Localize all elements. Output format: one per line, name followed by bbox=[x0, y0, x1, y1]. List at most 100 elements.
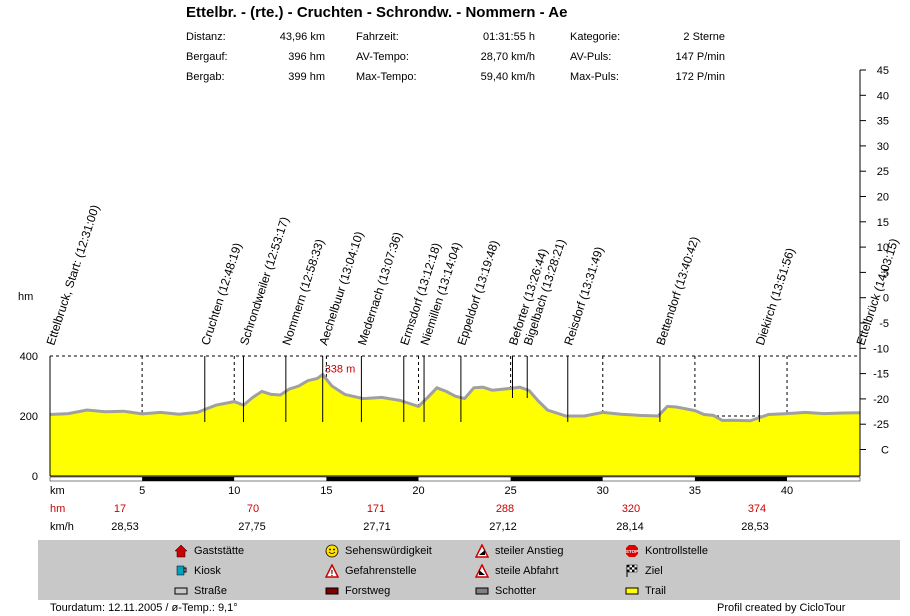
kmh-value: 27,71 bbox=[363, 521, 391, 533]
legend-item-kiosk: Kiosk bbox=[174, 564, 221, 578]
right-tick-label: 20 bbox=[877, 192, 889, 204]
legend-item-forstweg: Forstweg bbox=[325, 584, 390, 598]
right-tick-label: 5 bbox=[883, 267, 889, 279]
legend-item-sehenswuerdigkeit: Sehenswürdigkeit bbox=[325, 544, 432, 558]
stat-label-avg-speed: AV-Tempo: bbox=[356, 51, 409, 63]
legend-label: steile Abfahrt bbox=[495, 565, 559, 577]
right-tick-label: 40 bbox=[877, 90, 889, 102]
legend-item-ziel: Ziel bbox=[625, 564, 663, 578]
stat-label-climb: Bergauf: bbox=[186, 51, 228, 63]
stat-value-time: 01:31:55 h bbox=[483, 31, 535, 43]
kmh-value: 28,53 bbox=[111, 521, 139, 533]
surface-segment bbox=[418, 477, 511, 481]
x-tick-label: 25 bbox=[505, 485, 517, 497]
stat-label-distance: Distanz: bbox=[186, 31, 226, 43]
right-tick-label: -10 bbox=[873, 343, 889, 355]
stat-label-max-speed: Max-Tempo: bbox=[356, 71, 417, 83]
finish-flag-icon bbox=[626, 564, 638, 577]
kmh-value: 27,75 bbox=[238, 521, 266, 533]
svg-text:STOP: STOP bbox=[626, 549, 638, 554]
footer-credit: Profil created by CicloTour bbox=[717, 602, 846, 614]
road-swatch-icon bbox=[174, 587, 188, 595]
stop-sign-icon: STOP bbox=[626, 545, 638, 557]
legend-label: steiler Anstieg bbox=[495, 545, 564, 557]
waypoint-label: Ettelbruck, Start: (12:31:00) bbox=[44, 203, 103, 347]
warning-icon: ! bbox=[325, 564, 339, 578]
surface-segment bbox=[142, 477, 235, 481]
steep-descent-icon bbox=[475, 564, 489, 578]
stat-value-descent: 399 hm bbox=[288, 71, 325, 83]
stat-value-avg-speed: 28,70 km/h bbox=[480, 51, 535, 63]
kmh-value: 28,14 bbox=[616, 521, 644, 533]
hm-value: 320 bbox=[622, 503, 640, 515]
waypoint-label: Eppeldorf (13:19:48) bbox=[454, 239, 501, 347]
right-tick-label: 15 bbox=[877, 217, 889, 229]
legend-label: Gefahrenstelle bbox=[345, 565, 417, 577]
smiley-icon bbox=[325, 544, 339, 558]
right-tick-label: -5 bbox=[879, 318, 889, 330]
surface-segment bbox=[234, 477, 327, 481]
hm-value: 288 bbox=[496, 503, 514, 515]
max-elevation-label: 338 m bbox=[325, 364, 356, 376]
surface-bar bbox=[49, 476, 861, 482]
hm-value: 17 bbox=[114, 503, 126, 515]
stat-value-max-pulse: 172 P/min bbox=[675, 71, 725, 83]
elevation-profile-chart: hm 338 m Ettelbruck, Start: (12:31:00) Cr… bbox=[18, 65, 901, 533]
surface-segment bbox=[602, 477, 695, 481]
waypoint-label: Cruchten (12:48:19) bbox=[198, 241, 244, 347]
hm-value: 171 bbox=[367, 503, 385, 515]
surface-segment bbox=[694, 477, 788, 481]
legend-item-steiler-anstieg: steiler Anstieg bbox=[475, 544, 563, 558]
legend-item-kontrollstelle: STOP Kontrollstelle bbox=[625, 544, 708, 558]
elevation-area bbox=[50, 374, 860, 476]
kmh-value: 27,12 bbox=[489, 521, 517, 533]
legend-label: Kiosk bbox=[194, 565, 221, 577]
gravel-swatch-icon bbox=[475, 587, 489, 595]
stat-value-distance: 43,96 km bbox=[279, 31, 325, 43]
right-tick-label: 0 bbox=[883, 293, 889, 305]
x-axis-label: km bbox=[50, 485, 65, 497]
right-tick-label: -20 bbox=[873, 394, 889, 406]
stat-value-climb: 396 hm bbox=[288, 51, 325, 63]
surface-segment bbox=[787, 477, 860, 481]
elevation-line bbox=[49, 372, 861, 423]
right-tick-label: 45 bbox=[877, 65, 889, 77]
chart-title: Ettelbr. - (rte.) - Cruchten - Schrondw.… bbox=[186, 4, 568, 21]
hm-value: 70 bbox=[247, 503, 259, 515]
right-tick-label: -15 bbox=[873, 369, 889, 381]
right-tick-label: 10 bbox=[877, 242, 889, 254]
legend-item-gaststaette: Gaststätte bbox=[174, 544, 244, 558]
y-tick-label: 200 bbox=[20, 411, 38, 423]
x-tick-label: 10 bbox=[228, 485, 240, 497]
x-tick-label: 15 bbox=[320, 485, 332, 497]
x-tick-label: 30 bbox=[597, 485, 609, 497]
legend-label: Trail bbox=[645, 585, 666, 597]
stat-label-avg-pulse: AV-Puls: bbox=[570, 51, 612, 63]
surface-segment bbox=[510, 477, 603, 481]
hm-value: 374 bbox=[748, 503, 766, 515]
waypoint-label: Medernach (13:07:36) bbox=[355, 230, 405, 347]
legend-item-schotter: Schotter bbox=[475, 584, 536, 598]
stat-label-max-pulse: Max-Puls: bbox=[570, 71, 619, 83]
stat-label-descent: Bergab: bbox=[186, 71, 225, 83]
waypoint-label: Bettendorf (13:40:42) bbox=[653, 235, 701, 347]
right-tick-label: C bbox=[881, 445, 889, 457]
x-tick-label: 35 bbox=[689, 485, 701, 497]
stat-label-category: Kategorie: bbox=[570, 31, 621, 43]
x-tick-label: 40 bbox=[781, 485, 793, 497]
legend-label: Ziel bbox=[645, 565, 663, 577]
steep-climb-icon bbox=[475, 544, 489, 558]
right-tick-label: -25 bbox=[873, 419, 889, 431]
x-tick-label: 5 bbox=[139, 485, 145, 497]
surface-segment bbox=[326, 477, 419, 481]
cup-icon bbox=[176, 565, 187, 576]
y-tick-label: 400 bbox=[20, 351, 38, 363]
waypoint-label: Diekirch (13:51:56) bbox=[753, 246, 798, 347]
right-tick-label: 25 bbox=[877, 166, 889, 178]
legend-label: Schotter bbox=[495, 585, 536, 597]
house-icon bbox=[174, 544, 188, 558]
legend-label: Straße bbox=[194, 585, 228, 597]
y-axis-label: hm bbox=[18, 291, 33, 303]
legend-label: Kontrollstelle bbox=[645, 545, 708, 557]
stat-value-category: 2 Sterne bbox=[683, 31, 725, 43]
